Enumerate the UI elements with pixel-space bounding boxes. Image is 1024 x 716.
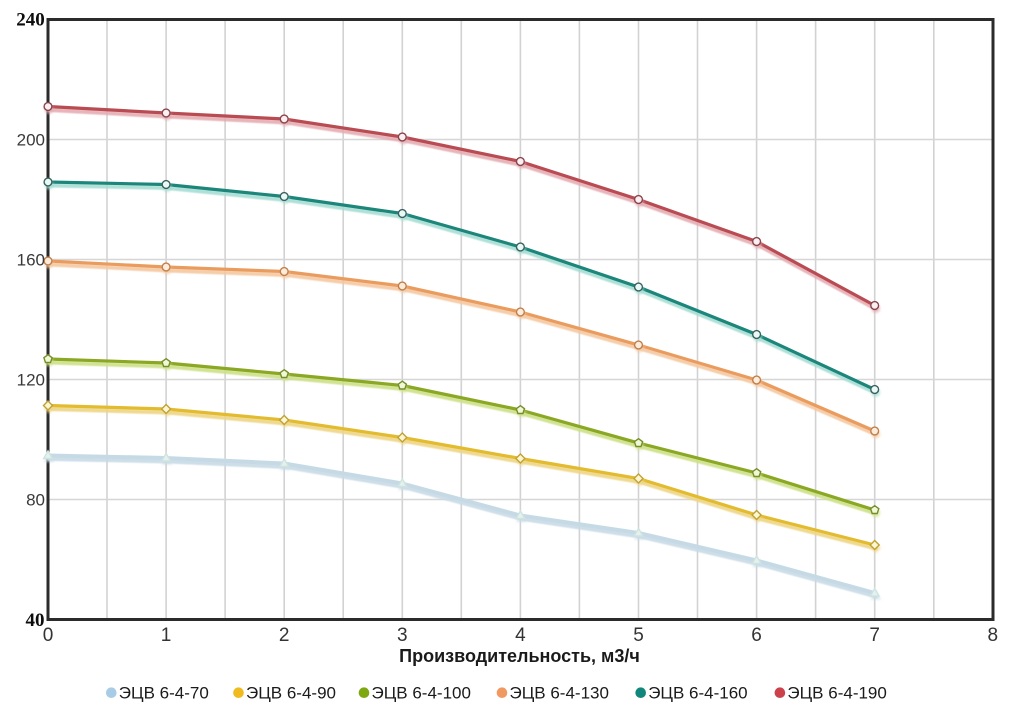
svg-text:200: 200 bbox=[17, 131, 45, 150]
svg-text:2: 2 bbox=[279, 625, 290, 646]
svg-text:40: 40 bbox=[26, 610, 45, 631]
svg-text:ЭЦВ 6-4-190: ЭЦВ 6-4-190 bbox=[787, 684, 886, 703]
svg-text:8: 8 bbox=[988, 625, 999, 646]
svg-text:120: 120 bbox=[17, 371, 45, 390]
svg-text:3: 3 bbox=[397, 625, 408, 646]
svg-text:ЭЦВ 6-4-70: ЭЦВ 6-4-70 bbox=[119, 684, 209, 703]
svg-text:ЭЦВ 6-4-100: ЭЦВ 6-4-100 bbox=[372, 684, 471, 703]
svg-text:160: 160 bbox=[17, 251, 45, 270]
svg-text:7: 7 bbox=[869, 625, 880, 646]
svg-text:ЭЦВ 6-4-130: ЭЦВ 6-4-130 bbox=[510, 684, 609, 703]
svg-text:6: 6 bbox=[751, 625, 762, 646]
svg-text:0: 0 bbox=[43, 625, 54, 646]
svg-text:5: 5 bbox=[633, 625, 644, 646]
svg-text:Производительность, м3/ч: Производительность, м3/ч bbox=[399, 646, 640, 666]
svg-text:240: 240 bbox=[16, 10, 45, 31]
svg-text:80: 80 bbox=[26, 491, 45, 510]
svg-text:ЭЦВ 6-4-160: ЭЦВ 6-4-160 bbox=[648, 684, 747, 703]
svg-text:ЭЦВ 6-4-90: ЭЦВ 6-4-90 bbox=[246, 684, 336, 703]
svg-text:1: 1 bbox=[161, 625, 172, 646]
svg-text:4: 4 bbox=[515, 625, 526, 646]
